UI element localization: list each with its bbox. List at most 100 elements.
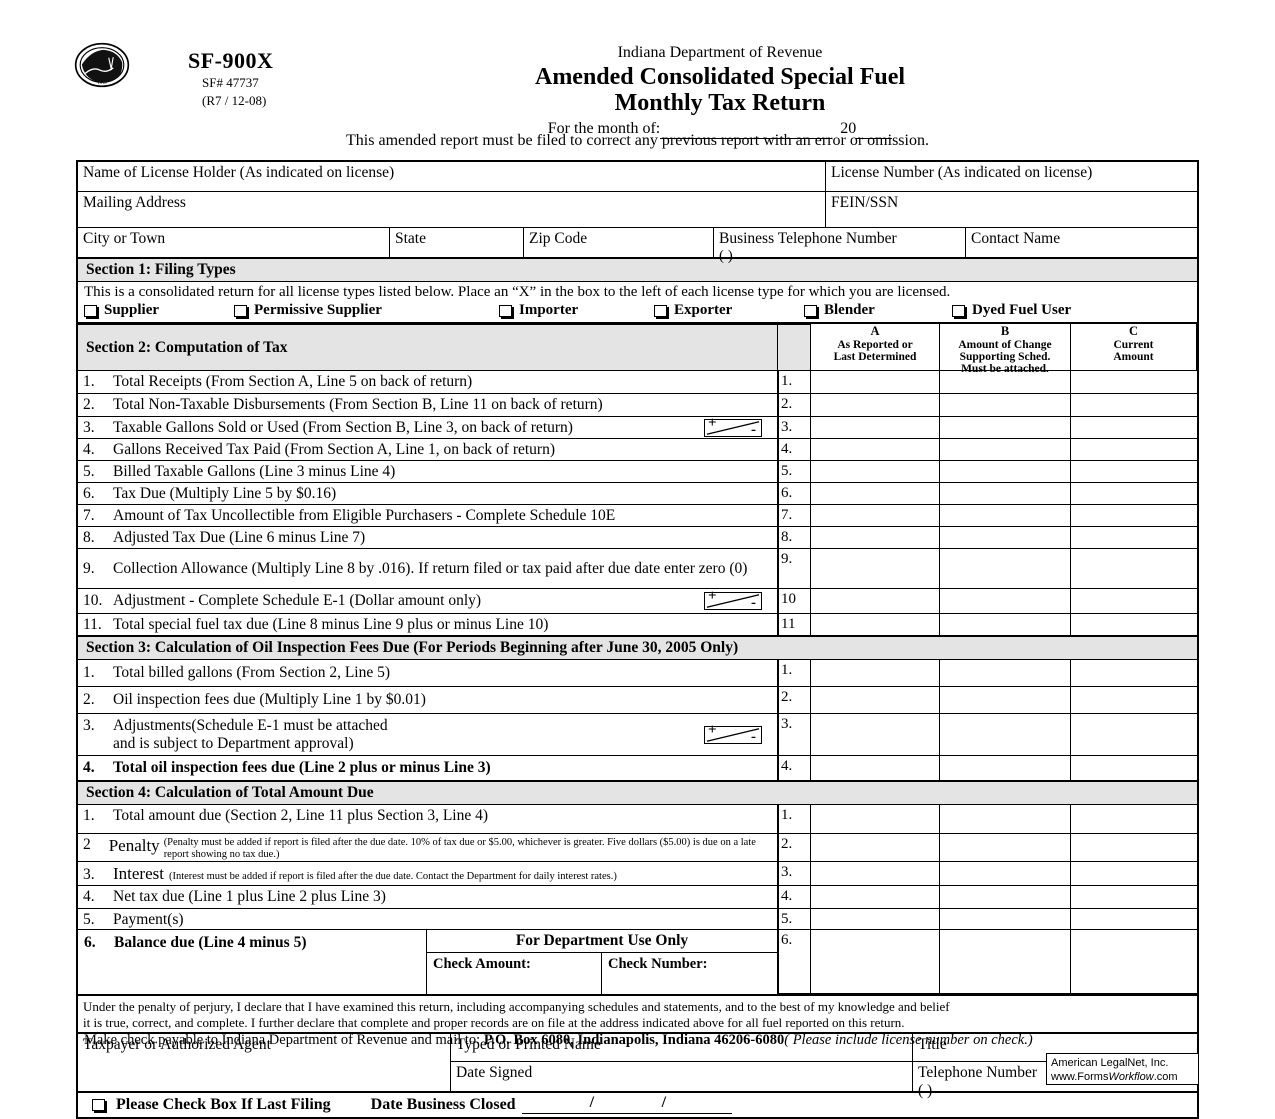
value-cell-c[interactable] [1071, 394, 1197, 417]
value-cell-c[interactable] [1071, 549, 1197, 589]
value-cell-a[interactable] [811, 909, 940, 930]
value-cell-c[interactable] [1071, 930, 1197, 994]
value-cell-c[interactable] [1071, 483, 1197, 505]
license-number-field[interactable]: License Number (As indicated on license) [826, 162, 1197, 192]
value-cell-a[interactable] [811, 371, 940, 394]
fein-ssn-field[interactable]: FEIN/SSN [826, 192, 1197, 228]
value-cell-a[interactable] [811, 549, 940, 589]
value-cell-c[interactable] [1071, 505, 1197, 527]
checkbox-importer-icon[interactable] [499, 304, 512, 317]
value-cell-c[interactable] [1071, 439, 1197, 461]
value-cell-a[interactable] [811, 483, 940, 505]
value-cell-a[interactable] [811, 660, 940, 687]
value-cell-b[interactable] [940, 756, 1071, 781]
value-cell-c[interactable] [1071, 756, 1197, 781]
filing-type-blender[interactable]: Blender [804, 302, 952, 319]
value-cell-c[interactable] [1071, 886, 1197, 909]
value-cell-b[interactable] [940, 483, 1071, 505]
value-cell-b[interactable] [940, 589, 1071, 614]
value-cell-b[interactable] [940, 371, 1071, 394]
value-cell-b[interactable] [940, 527, 1071, 549]
value-cell-b[interactable] [940, 930, 1071, 994]
table-row: 7. Amount of Tax Uncollectible from Eligi… [78, 505, 1197, 527]
value-cell-a[interactable] [811, 834, 940, 862]
checkbox-exporter-icon[interactable] [654, 304, 667, 317]
value-cell-c[interactable] [1071, 527, 1197, 549]
row-description: 8. Adjusted Tax Due (Line 6 minus Line 7) [78, 527, 778, 549]
value-cell-b[interactable] [940, 886, 1071, 909]
value-cell-c[interactable] [1071, 417, 1197, 439]
contact-name-field[interactable]: Contact Name [966, 228, 1197, 258]
filing-type-permissive-supplier[interactable]: Permissive Supplier [234, 302, 499, 319]
value-cell-c[interactable] [1071, 834, 1197, 862]
value-cell-c[interactable] [1071, 371, 1197, 394]
city-field[interactable]: City or Town [78, 228, 390, 258]
value-cell-b[interactable] [940, 909, 1071, 930]
value-cell-a[interactable] [811, 886, 940, 909]
check-number-field[interactable]: Check Number: [608, 956, 708, 972]
value-cell-b[interactable] [940, 505, 1071, 527]
year-blank-line[interactable] [856, 120, 893, 139]
value-cell-a[interactable] [811, 439, 940, 461]
value-cell-c[interactable] [1071, 461, 1197, 483]
business-phone-field[interactable]: Business Telephone Number ( ) [714, 228, 966, 264]
value-cell-b[interactable] [940, 417, 1071, 439]
value-cell-c[interactable] [1071, 714, 1197, 756]
value-cell-c[interactable] [1071, 687, 1197, 714]
zip-field[interactable]: Zip Code [524, 228, 714, 258]
value-cell-b[interactable] [940, 862, 1071, 886]
column-a-line2: Last Determined [833, 350, 917, 363]
balance-due-description: 6. Balance due (Line 4 minus 5) [78, 930, 426, 994]
value-cell-b[interactable] [940, 714, 1071, 756]
value-cell-a[interactable] [811, 930, 940, 994]
filing-type-dyed-fuel-user[interactable]: Dyed Fuel User [952, 302, 1071, 319]
value-cell-b[interactable] [940, 461, 1071, 483]
value-cell-b[interactable] [940, 834, 1071, 862]
license-holder-name-field[interactable]: Name of License Holder (As indicated on … [78, 162, 826, 192]
value-cell-c[interactable] [1071, 660, 1197, 687]
value-cell-a[interactable] [811, 417, 940, 439]
value-cell-b[interactable] [940, 439, 1071, 461]
value-cell-a[interactable] [811, 756, 940, 781]
telephone-field[interactable]: Telephone Number ( ) [913, 1062, 1197, 1099]
typed-name-field[interactable]: Typed or Printed Name [451, 1034, 913, 1063]
value-cell-a[interactable] [811, 862, 940, 886]
value-cell-b[interactable] [940, 805, 1071, 834]
value-cell-c[interactable] [1071, 909, 1197, 930]
date-signed-field[interactable]: Date Signed [451, 1062, 913, 1092]
value-cell-a[interactable] [811, 461, 940, 483]
checkbox-blender-icon[interactable] [804, 304, 817, 317]
value-cell-b[interactable] [940, 549, 1071, 589]
value-cell-b[interactable] [940, 394, 1071, 417]
value-cell-a[interactable] [811, 589, 940, 614]
value-cell-c[interactable] [1071, 614, 1197, 636]
checkbox-supplier-icon[interactable] [84, 304, 97, 317]
value-cell-b[interactable] [940, 614, 1071, 636]
value-cell-a[interactable] [811, 614, 940, 636]
value-cell-b[interactable] [940, 687, 1071, 714]
plus-minus-indicator-icon: + - [704, 589, 762, 611]
value-cell-c[interactable] [1071, 862, 1197, 886]
filing-type-supplier[interactable]: Supplier [84, 302, 234, 319]
value-cell-c[interactable] [1071, 805, 1197, 834]
date-business-closed-input[interactable]: / / [521, 1094, 732, 1114]
penalty-word: Penalty [108, 836, 160, 855]
value-cell-c[interactable] [1071, 589, 1197, 614]
filing-type-exporter[interactable]: Exporter [654, 302, 804, 319]
mailing-address-field[interactable]: Mailing Address [78, 192, 826, 228]
value-cell-a[interactable] [811, 687, 940, 714]
checkbox-last-filing-icon[interactable] [92, 1099, 105, 1112]
check-amount-field[interactable]: Check Amount: [427, 953, 602, 994]
taxpayer-signature-field[interactable]: Taxpayer or Authorized Agent [78, 1034, 451, 1092]
value-cell-a[interactable] [811, 394, 940, 417]
value-cell-b[interactable] [940, 660, 1071, 687]
month-blank-line[interactable] [660, 120, 833, 139]
checkbox-permissive-supplier-icon[interactable] [234, 304, 247, 317]
value-cell-a[interactable] [811, 505, 940, 527]
checkbox-dyed-fuel-user-icon[interactable] [952, 304, 965, 317]
state-field[interactable]: State [390, 228, 524, 258]
value-cell-a[interactable] [811, 527, 940, 549]
filing-type-importer[interactable]: Importer [499, 302, 654, 319]
value-cell-a[interactable] [811, 805, 940, 834]
value-cell-a[interactable] [811, 714, 940, 756]
